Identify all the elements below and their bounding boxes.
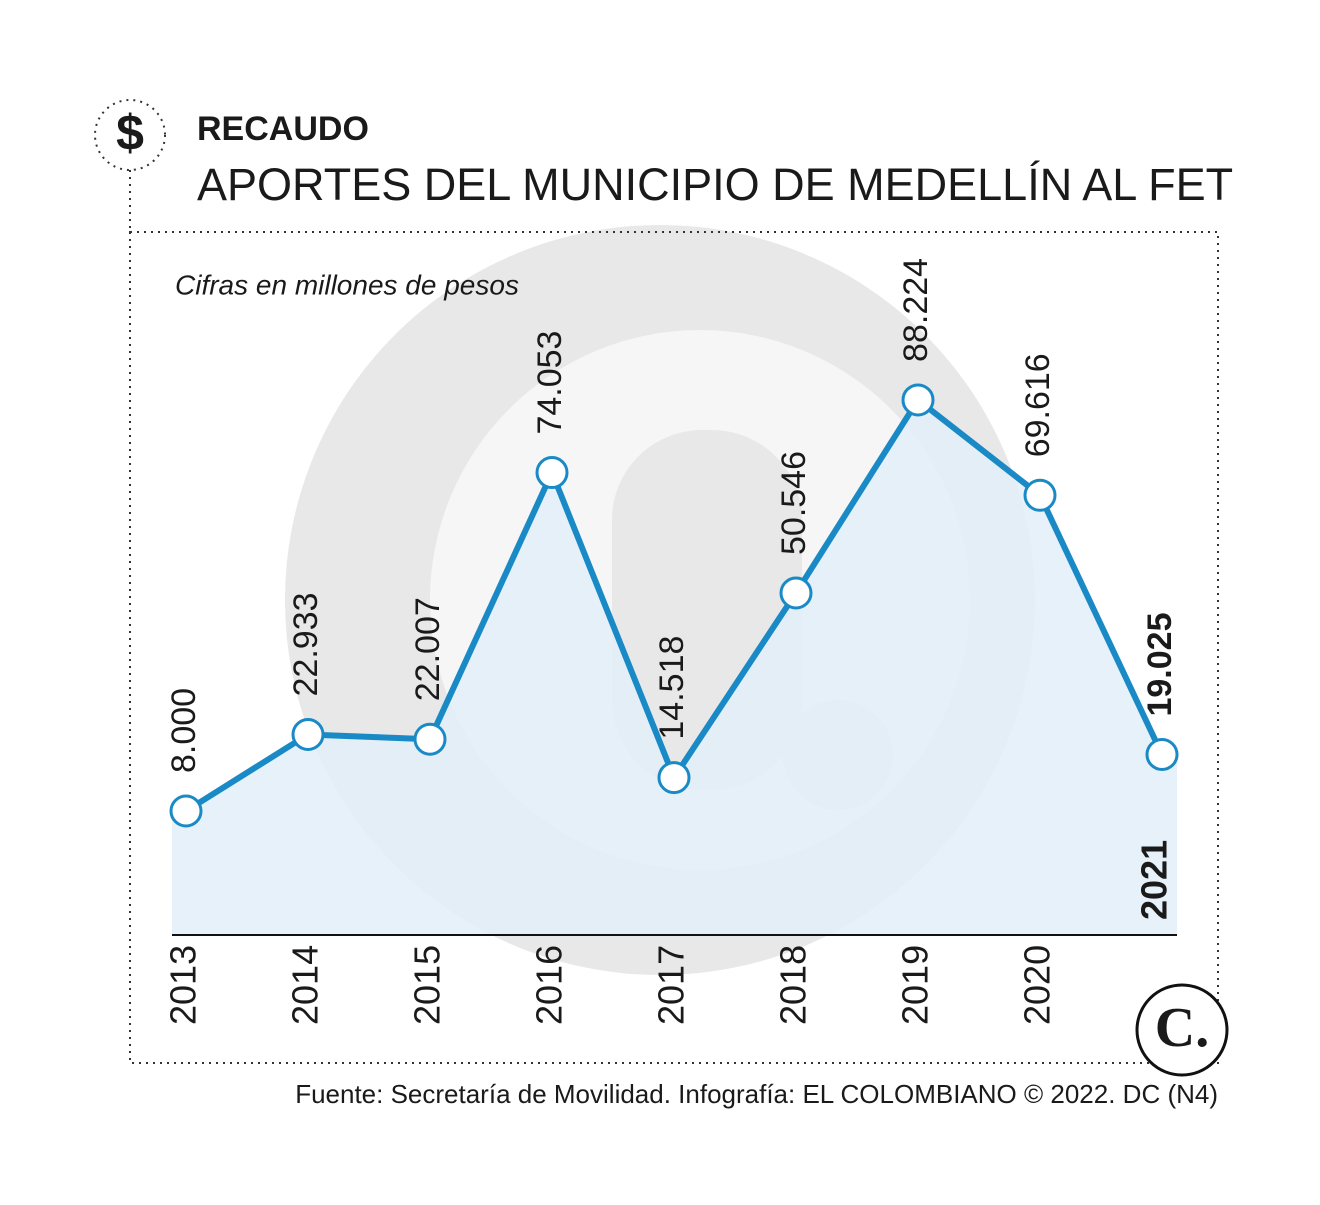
x-tick-label: 2020 [1017,945,1058,1025]
title: RECAUDO [197,110,369,148]
value-label: 74.053 [531,331,569,435]
area [172,399,1177,935]
x-tick-label: 2018 [773,945,814,1025]
x-tick-label: 2015 [407,945,448,1025]
marker [413,722,447,756]
value-label: 14.518 [653,636,691,740]
marker [535,456,569,490]
x-tick-label: 2021 [1134,840,1175,920]
icon: $ [116,105,144,161]
x-tick-label: 2014 [285,945,326,1025]
marker [901,383,935,417]
source: Fuente: Secretaría de Movilidad. Infogra… [295,1079,1218,1109]
value-label: 22.007 [409,597,447,701]
marker [779,576,813,610]
x-tick-label: 2016 [529,945,570,1025]
value-label: 8.000 [165,688,203,773]
value-label: 88.224 [897,258,935,362]
value-label: 19.025 [1141,613,1179,717]
marker [291,717,325,751]
subtitle: APORTES DEL MUNICIPIO DE MEDELLÍN AL FET [197,159,1233,210]
x-tick-label: 2013 [163,945,204,1025]
value-label: 50.546 [775,451,813,555]
plot: 8.000 22.933 22.007 74.053 14.518 50.546 88.22… [165,258,1179,935]
marker [169,794,203,828]
icon-circle [94,99,166,171]
value-label: 22.933 [287,592,325,696]
value-label: 69.616 [1019,353,1057,457]
marker [1145,738,1179,772]
logo-circle [1135,983,1229,1077]
x-tick-label: 2019 [895,945,936,1025]
units-note: Cifras en millones de pesos [175,269,519,300]
logo: C. [1155,997,1209,1059]
x-tick-label: 2017 [651,945,692,1025]
marker [1023,478,1057,512]
marker [657,761,691,795]
